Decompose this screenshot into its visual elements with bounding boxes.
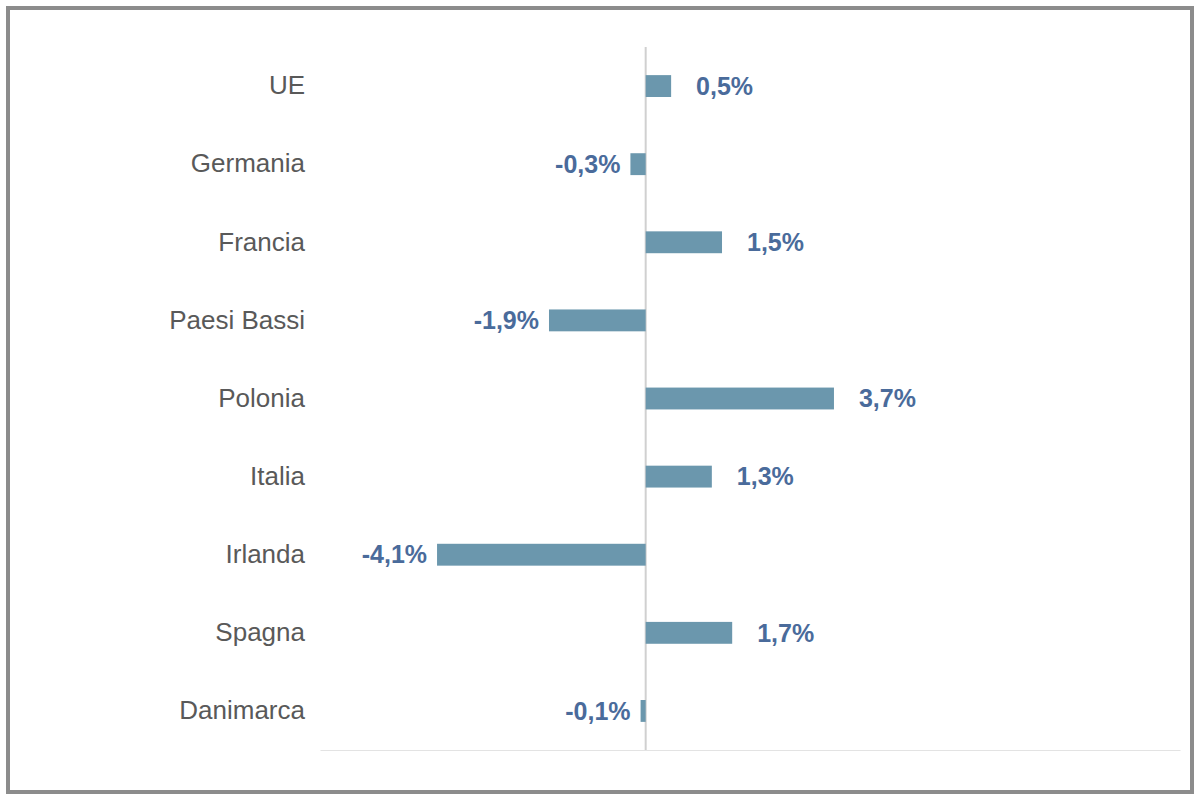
- y-tick-label: UE: [269, 70, 305, 100]
- data-label: 1,3%: [737, 462, 794, 490]
- data-label: 3,7%: [859, 384, 916, 412]
- data-label: 1,5%: [747, 228, 804, 256]
- y-tick: Polonia: [218, 383, 305, 413]
- y-tick-label: Irlanda: [226, 539, 306, 569]
- data-label: -0,3%: [555, 150, 620, 178]
- y-tick: Germania: [191, 148, 306, 178]
- bar: [646, 622, 733, 644]
- bar: [641, 700, 646, 722]
- x-axis: [321, 750, 1181, 751]
- y-tick: Danimarca: [179, 695, 305, 725]
- bar: [646, 75, 671, 97]
- y-tick: Spagna: [215, 617, 305, 647]
- chart: UE Germania Francia Paesi Bassi Polonia Itali…: [0, 0, 1200, 800]
- frame: [8, 8, 1192, 792]
- bar: [646, 231, 722, 253]
- bar: [549, 309, 646, 331]
- bar: [646, 388, 834, 410]
- y-tick: Francia: [218, 227, 305, 257]
- data-label: 0,5%: [696, 72, 753, 100]
- y-tick-label: Spagna: [215, 617, 305, 647]
- y-tick-label: Germania: [191, 148, 306, 178]
- bar: [646, 466, 712, 488]
- y-tick-label: Italia: [250, 461, 305, 491]
- data-label: -4,1%: [362, 540, 427, 568]
- y-axis-line: [305, 48, 306, 751]
- data-label: -1,9%: [474, 306, 539, 334]
- y-tick-label: Danimarca: [179, 695, 305, 725]
- data-label: 1,7%: [757, 619, 814, 647]
- data-labels: 0,5% -0,3% 1,5% -1,9% 3,7% 1,3% -4,1% 1,7% -0,1%: [362, 72, 916, 725]
- y-axis: UE Germania Francia Paesi Bassi Polonia Itali…: [169, 48, 305, 751]
- bars: [437, 75, 834, 722]
- y-tick-label: Francia: [218, 227, 305, 257]
- bar: [630, 153, 645, 175]
- x-axis-line: [321, 750, 1181, 751]
- bar: [437, 544, 646, 566]
- y-tick-label: Paesi Bassi: [169, 305, 305, 335]
- data-label: -0,1%: [565, 697, 630, 725]
- y-tick: Italia: [250, 461, 305, 491]
- y-tick-label: Polonia: [218, 383, 305, 413]
- y-tick: Paesi Bassi: [169, 305, 305, 335]
- y-tick: UE: [269, 70, 305, 100]
- y-tick: Irlanda: [226, 539, 306, 569]
